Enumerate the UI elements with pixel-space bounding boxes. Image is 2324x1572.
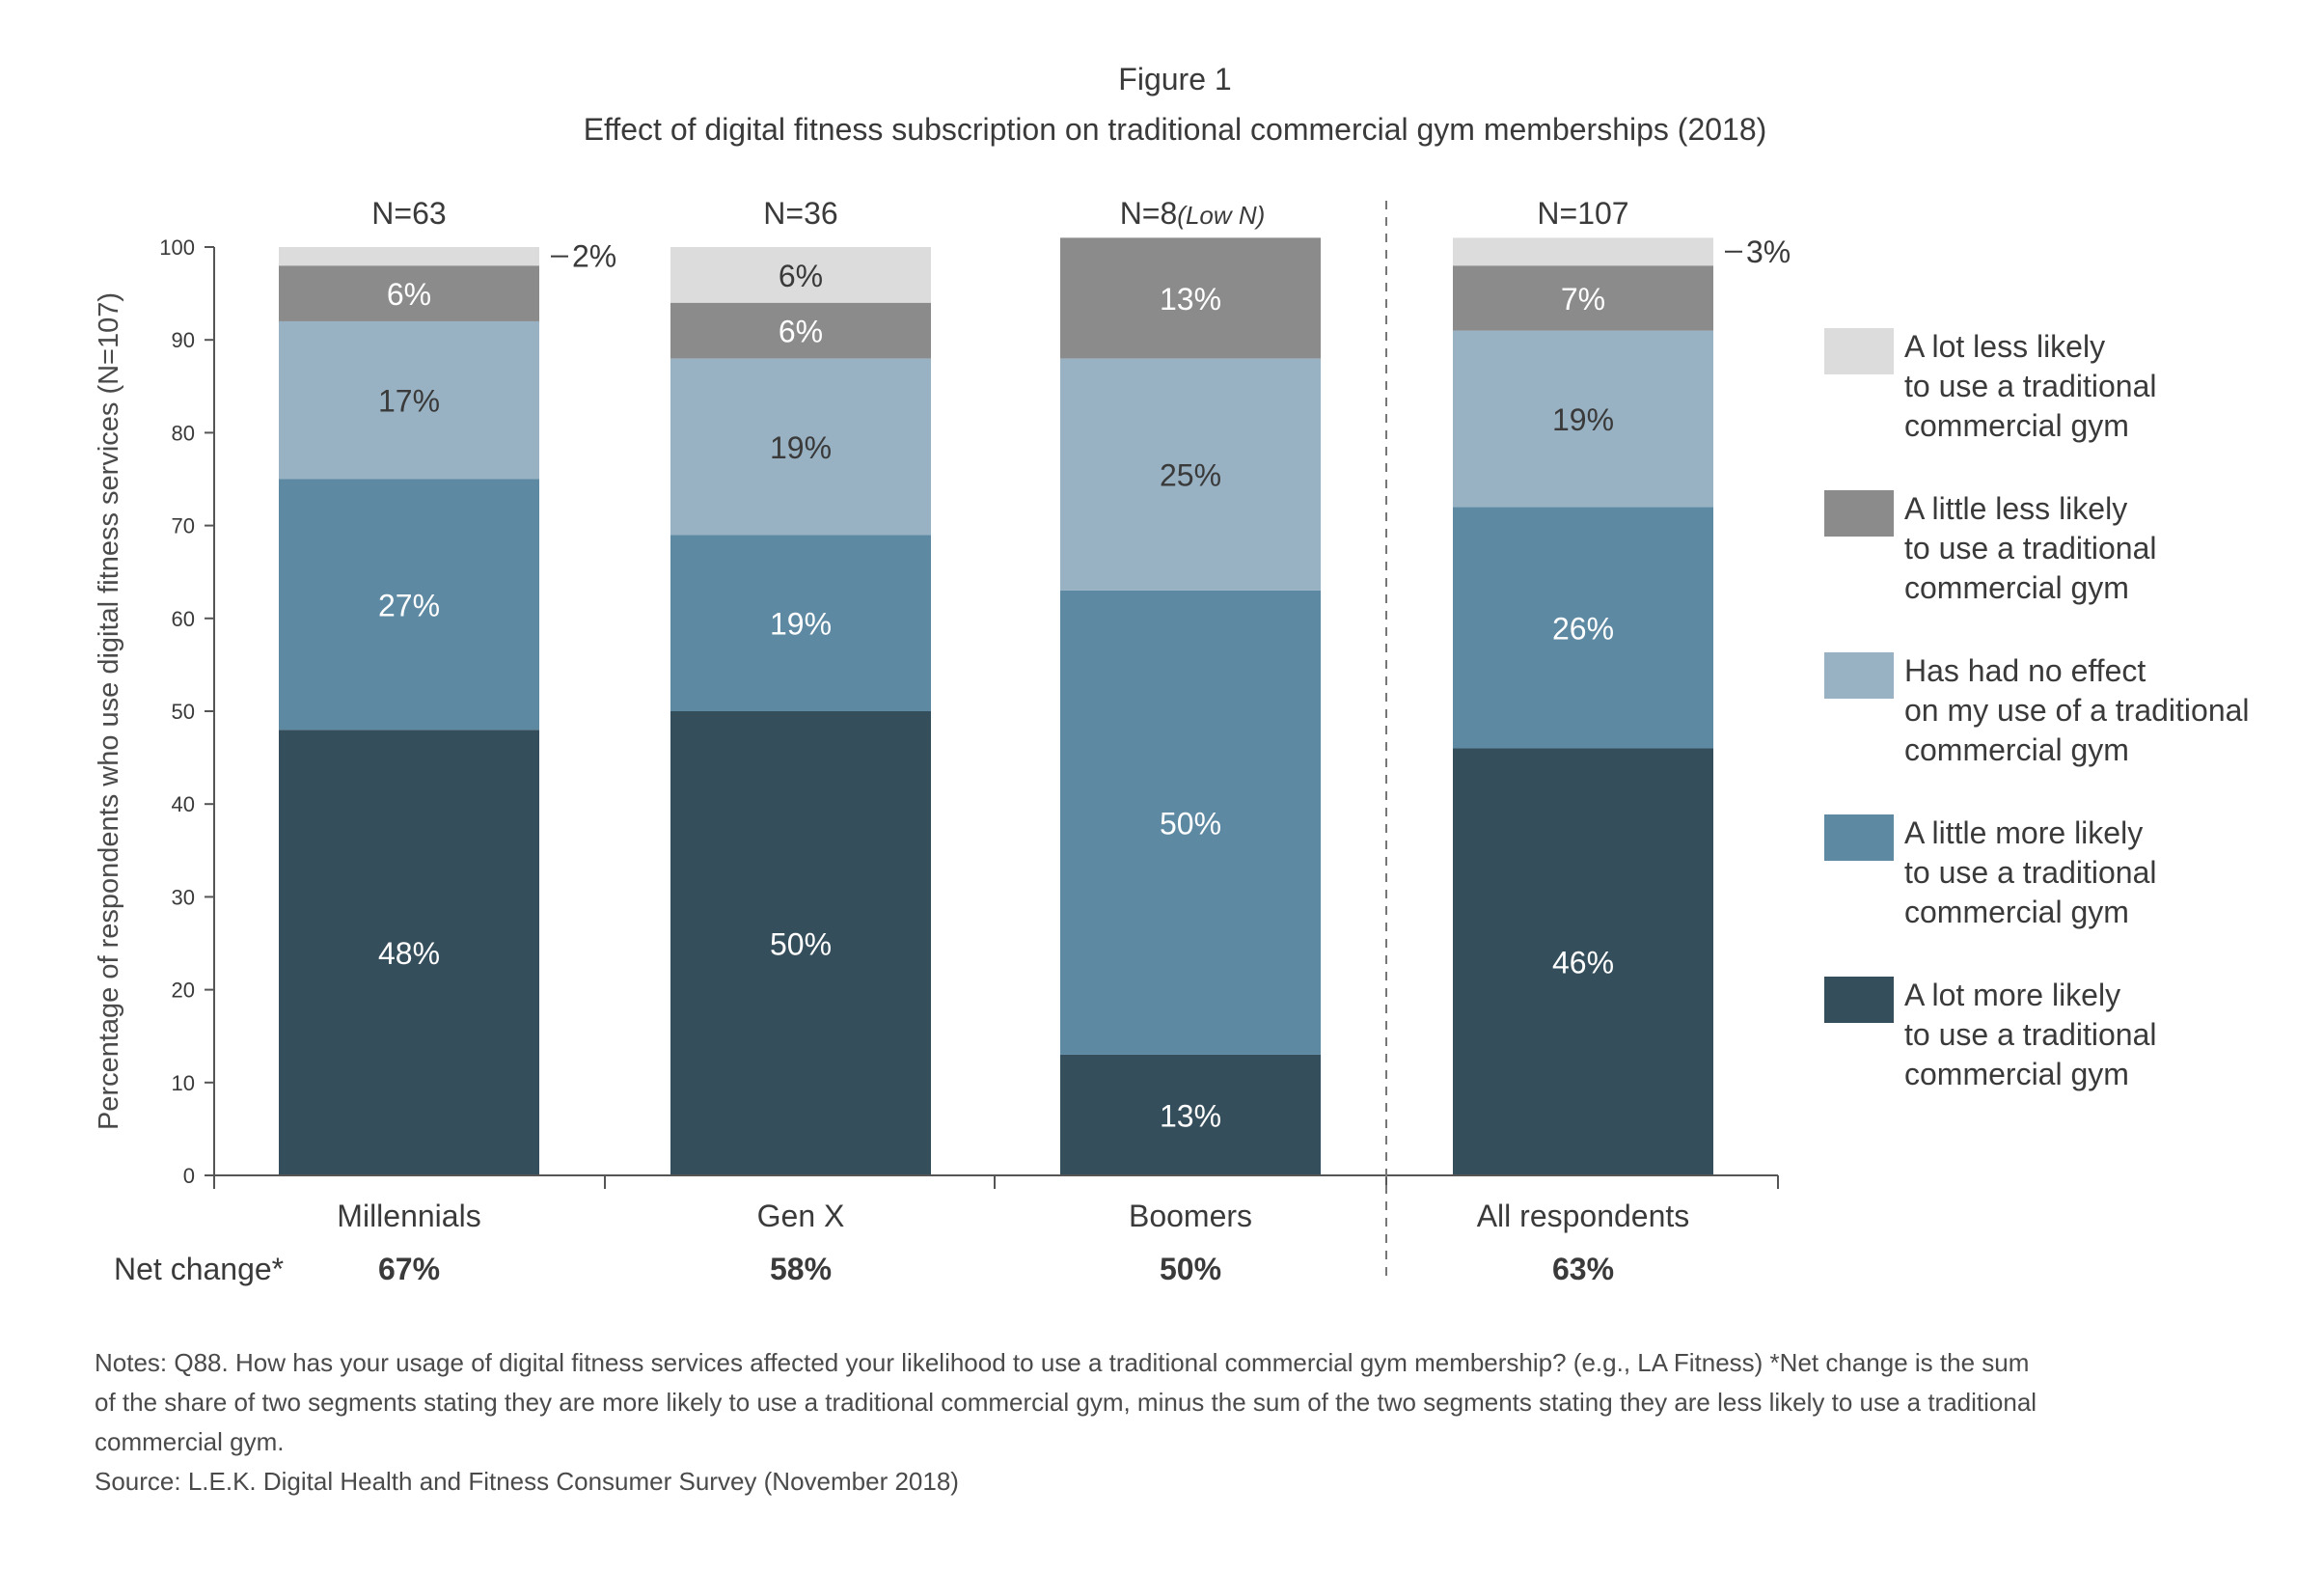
bar-value-label: 6% <box>779 315 823 349</box>
y-tick-label: 50 <box>172 700 195 724</box>
bar-value-label: 50% <box>770 927 832 962</box>
bar-segment <box>279 479 539 731</box>
x-category-label: Millennials <box>337 1199 480 1233</box>
net-change-value: 63% <box>1552 1252 1614 1286</box>
bar-segment <box>1453 330 1713 508</box>
y-tick-label: 80 <box>172 421 195 445</box>
bar-segment <box>1453 265 1713 331</box>
y-tick-label: 100 <box>159 235 195 260</box>
chart-notes: Notes: Q88. How has your usage of digita… <box>95 1343 2265 1502</box>
x-category-label: All respondents <box>1477 1199 1690 1233</box>
legend-swatch <box>1824 652 1894 699</box>
legend-label: on my use of a traditional <box>1904 693 2250 728</box>
sample-size-label: N=63 <box>371 196 446 231</box>
bar-segment <box>670 711 931 1175</box>
legend-swatch <box>1824 328 1894 374</box>
bar-value-label: 7% <box>1561 282 1605 317</box>
bar-value-label: 13% <box>1160 1098 1221 1133</box>
bar-segment <box>1453 237 1713 266</box>
bar-segment <box>670 302 931 359</box>
bar-segment <box>1060 590 1321 1055</box>
legend-swatch <box>1824 977 1894 1023</box>
notes-line: Notes: Q88. How has your usage of digita… <box>95 1348 2030 1377</box>
bar-value-label: 6% <box>779 259 823 293</box>
bar-value-label: 27% <box>378 588 440 622</box>
y-tick-label: 10 <box>172 1071 195 1095</box>
y-tick-label: 0 <box>183 1164 195 1188</box>
bar-segment <box>1453 748 1713 1175</box>
bar-value-label: 19% <box>770 430 832 465</box>
legend-label: to use a traditional <box>1904 1017 2157 1052</box>
sample-size-label: N=36 <box>763 196 837 231</box>
bar-value-label: 19% <box>1552 402 1614 437</box>
legend-label: A little more likely <box>1904 815 2143 850</box>
legend-label: commercial gym <box>1904 1057 2129 1091</box>
bar-segment <box>279 320 539 480</box>
bar-segment <box>279 730 539 1175</box>
y-tick-label: 70 <box>172 514 195 538</box>
legend-label: Has had no effect <box>1904 653 2146 688</box>
net-change-value: 50% <box>1160 1252 1221 1286</box>
y-tick-label: 60 <box>172 607 195 631</box>
net-change-value: 58% <box>770 1252 832 1286</box>
notes-line: commercial gym. <box>95 1427 285 1456</box>
y-tick-label: 30 <box>172 885 195 909</box>
x-category-label: Boomers <box>1129 1199 1252 1233</box>
bar-segment <box>1060 237 1321 359</box>
bar-value-label: 17% <box>378 384 440 419</box>
bar-value-label: 3% <box>1746 234 1791 269</box>
legend-label: to use a traditional <box>1904 369 2157 403</box>
bar-value-label: 6% <box>387 277 431 312</box>
bar-value-label: 13% <box>1160 282 1221 317</box>
bar-segment <box>670 535 931 711</box>
bar-value-label: 25% <box>1160 458 1221 493</box>
bar-value-label: 26% <box>1552 611 1614 646</box>
chart-title: Effect of digital fitness subscription o… <box>584 112 1767 147</box>
legend-label: A lot less likely <box>1904 329 2105 364</box>
bar-segment <box>1453 507 1713 749</box>
legend-label: to use a traditional <box>1904 531 2157 565</box>
y-tick-label: 20 <box>172 979 195 1003</box>
net-change-value: 67% <box>378 1252 440 1286</box>
bar-segment <box>1060 1054 1321 1175</box>
legend-label: commercial gym <box>1904 895 2129 929</box>
bar-value-label: 48% <box>378 936 440 971</box>
legend-label: commercial gym <box>1904 408 2129 443</box>
legend-label: A lot more likely <box>1904 978 2120 1012</box>
net-change-label: Net change* <box>114 1252 284 1286</box>
notes-line: of the share of two segments stating the… <box>95 1388 2037 1417</box>
bar-value-label: 2% <box>572 239 616 274</box>
y-axis-label: Percentage of respondents who use digita… <box>94 292 124 1130</box>
sample-size-label: N=107 <box>1537 196 1628 231</box>
legend-label: commercial gym <box>1904 732 2129 767</box>
legend-label: A little less likely <box>1904 491 2127 526</box>
x-category-label: Gen X <box>757 1199 845 1233</box>
bar-segment <box>279 265 539 321</box>
bar-value-label: 19% <box>770 607 832 642</box>
legend-swatch <box>1824 490 1894 537</box>
sample-size-label: N=8(Low N) <box>1120 196 1266 231</box>
source-line: Source: L.E.K. Digital Health and Fitnes… <box>95 1467 959 1496</box>
legend-label: to use a traditional <box>1904 855 2157 890</box>
bar-value-label: 50% <box>1160 806 1221 841</box>
y-tick-label: 40 <box>172 792 195 816</box>
bar-value-label: 46% <box>1552 946 1614 980</box>
bar-segment <box>670 358 931 536</box>
bar-segment <box>1060 358 1321 591</box>
legend-swatch <box>1824 814 1894 861</box>
legend-label: commercial gym <box>1904 570 2129 605</box>
bar-segment <box>279 247 539 266</box>
bar-segment <box>670 247 931 303</box>
figure-label: Figure 1 <box>1118 62 1231 97</box>
y-tick-label: 90 <box>172 328 195 352</box>
